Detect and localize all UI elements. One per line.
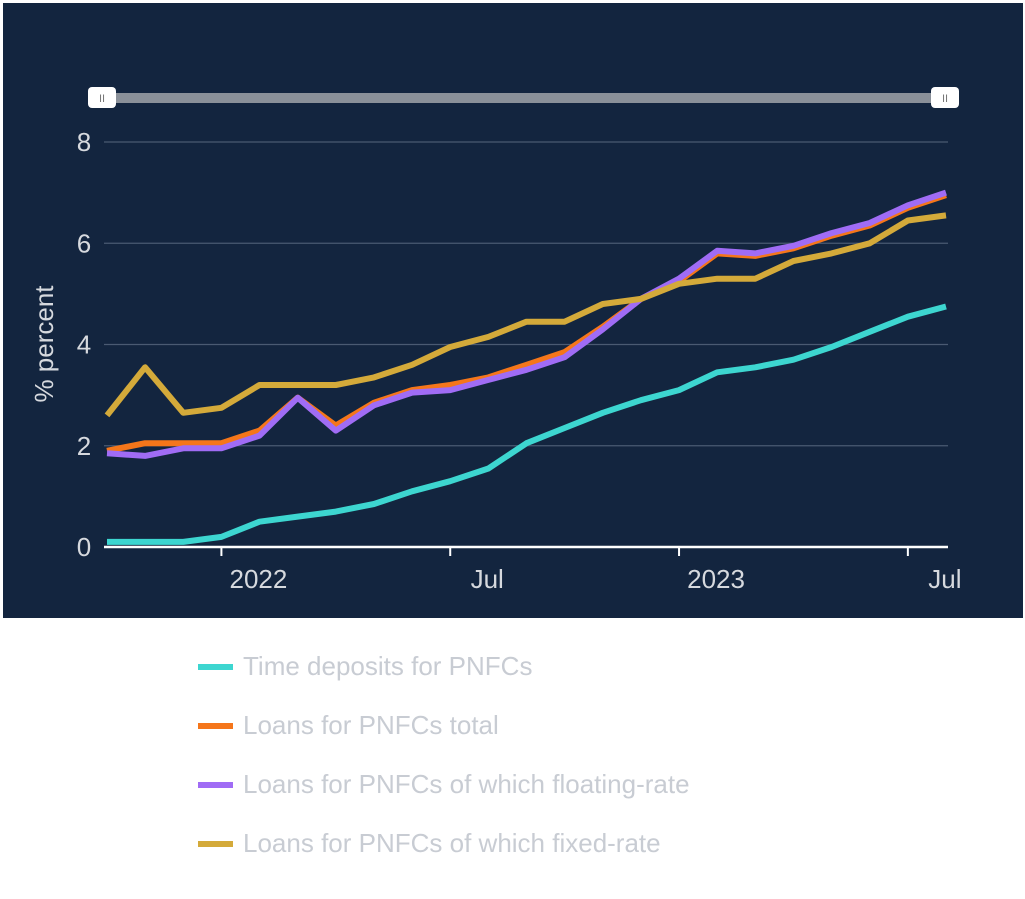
- range-navigator[interactable]: II II: [88, 87, 959, 108]
- legend-swatch: [198, 840, 233, 847]
- series-line-0[interactable]: [107, 303, 947, 545]
- navigator-left-handle-glyph: II: [99, 93, 105, 105]
- legend-label: Time deposits for PNFCs: [243, 651, 533, 681]
- x-tick-label: Jul: [928, 564, 961, 594]
- navigator-right-handle-glyph: II: [942, 93, 948, 105]
- y-tick-label: 8: [77, 127, 91, 157]
- series-lines: [104, 189, 947, 545]
- y-tick-label: 0: [77, 532, 91, 562]
- legend-label: Loans for PNFCs total: [243, 710, 499, 740]
- y-tick-label: 2: [77, 431, 91, 461]
- series-line-3[interactable]: [104, 212, 947, 418]
- legend-swatch: [198, 781, 233, 788]
- axes: 0 2 4 6 8 2022 Jul 2023 Jul: [77, 127, 962, 594]
- y-tick-label: 4: [77, 330, 91, 360]
- legend-item[interactable]: Time deposits for PNFCs: [198, 637, 690, 696]
- y-tick-label: 6: [77, 228, 91, 258]
- legend-label: Loans for PNFCs of which fixed-rate: [243, 828, 661, 858]
- legend-swatch: [198, 663, 233, 670]
- navigator-left-handle[interactable]: II: [88, 87, 116, 108]
- navigator-right-handle[interactable]: II: [931, 87, 959, 108]
- chart-panel: II II 0 2 4 6 8 2022 Jul 2023 Jul % percent: [3, 3, 1023, 618]
- legend-item[interactable]: Loans for PNFCs of which floating-rate: [198, 755, 690, 814]
- legend-item[interactable]: Loans for PNFCs of which fixed-rate: [198, 814, 690, 873]
- y-axis-title: % percent: [29, 285, 59, 403]
- x-tick-label: Jul: [471, 564, 504, 594]
- legend-label: Loans for PNFCs of which floating-rate: [243, 769, 690, 799]
- legend-swatch: [198, 722, 233, 729]
- x-tick-label: 2023: [687, 564, 745, 594]
- series-line-2[interactable]: [106, 189, 947, 459]
- legend: Time deposits for PNFCs Loans for PNFCs t…: [198, 637, 690, 873]
- navigator-track[interactable]: [100, 93, 958, 103]
- x-tick-label: 2022: [229, 564, 287, 594]
- line-chart: II II 0 2 4 6 8 2022 Jul 2023 Jul % percent: [29, 87, 962, 594]
- legend-item[interactable]: Loans for PNFCs total: [198, 696, 690, 755]
